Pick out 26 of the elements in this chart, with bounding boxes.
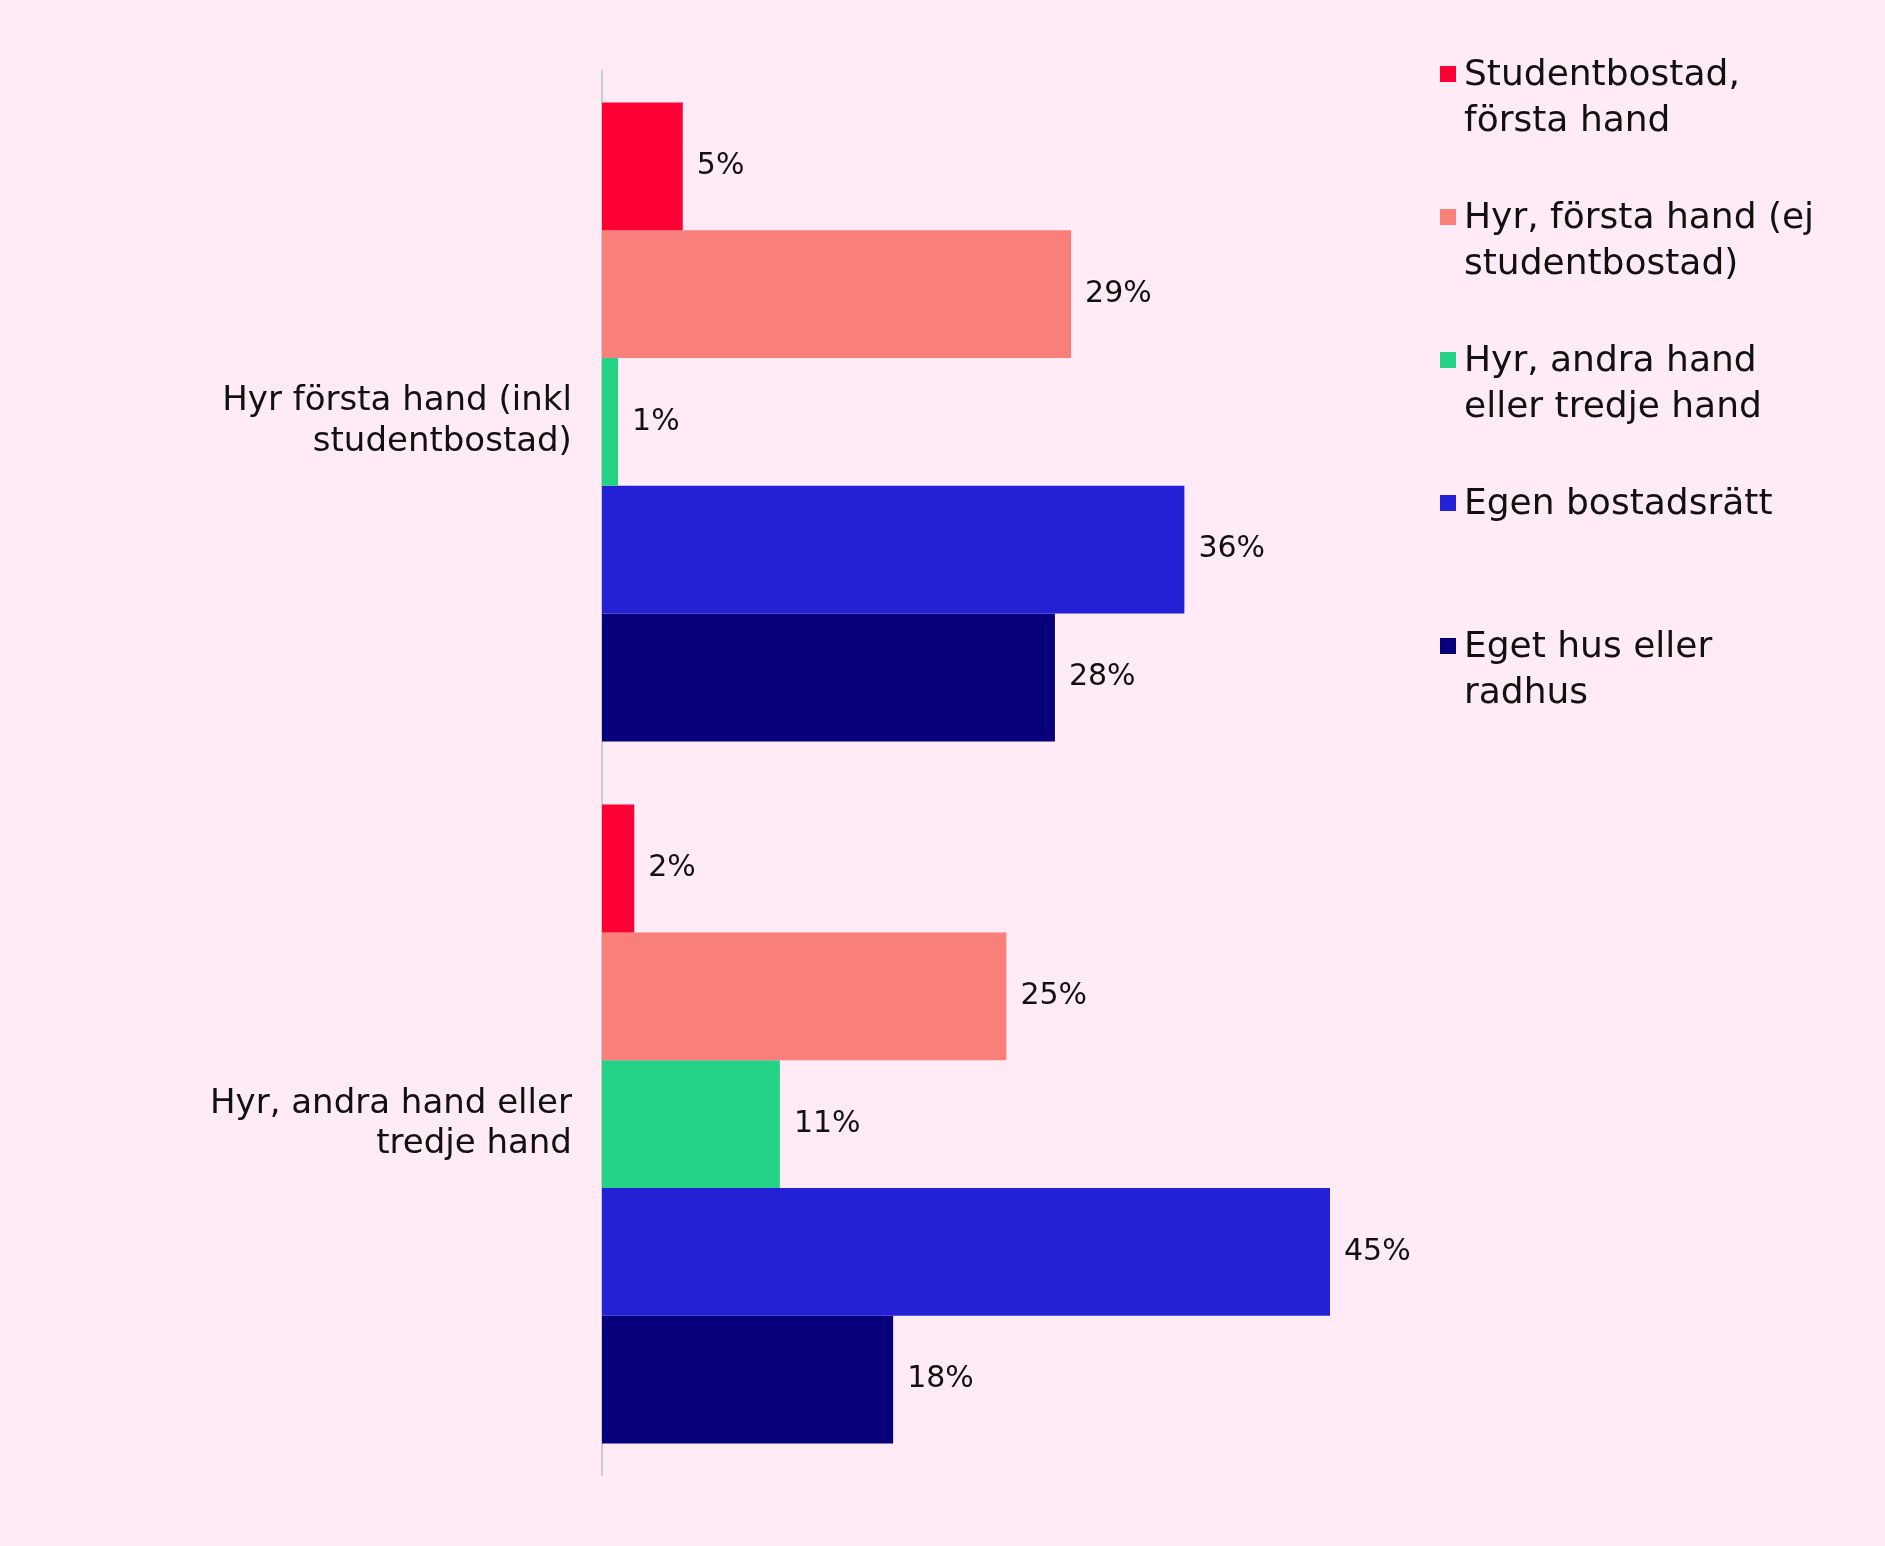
legend-label: Eget hus eller radhus — [1464, 623, 1714, 713]
bar — [601, 1315, 894, 1444]
legend-label: Studentbostad, första hand — [1464, 51, 1741, 141]
y-tick-label: Hyr första hand (inkl studentbostad) — [222, 378, 572, 460]
data-label: 5% — [696, 146, 745, 182]
bar — [601, 102, 683, 231]
bar — [601, 358, 619, 486]
data-label: 25% — [1020, 976, 1088, 1012]
data-label: 45% — [1344, 1231, 1411, 1267]
data-label: 11% — [793, 1103, 861, 1139]
bar — [601, 230, 1072, 358]
bar — [601, 613, 1055, 742]
data-label: 29% — [1085, 273, 1152, 309]
data-label: 28% — [1068, 657, 1136, 693]
data-label: 1% — [632, 401, 680, 437]
bar — [601, 485, 1185, 614]
legend-label: Egen bostadsrätt — [1464, 480, 1773, 524]
data-label: 36% — [1198, 529, 1266, 565]
legend-label: Hyr, andra hand eller tredje hand — [1464, 337, 1763, 427]
bar — [601, 1060, 780, 1188]
bar — [601, 804, 635, 933]
bar — [601, 932, 1007, 1061]
data-label: 2% — [648, 848, 696, 884]
data-label: 18% — [907, 1359, 974, 1395]
legend-label: Hyr, första hand (ej studentbostad) — [1464, 194, 1816, 284]
bar — [601, 1188, 1330, 1316]
